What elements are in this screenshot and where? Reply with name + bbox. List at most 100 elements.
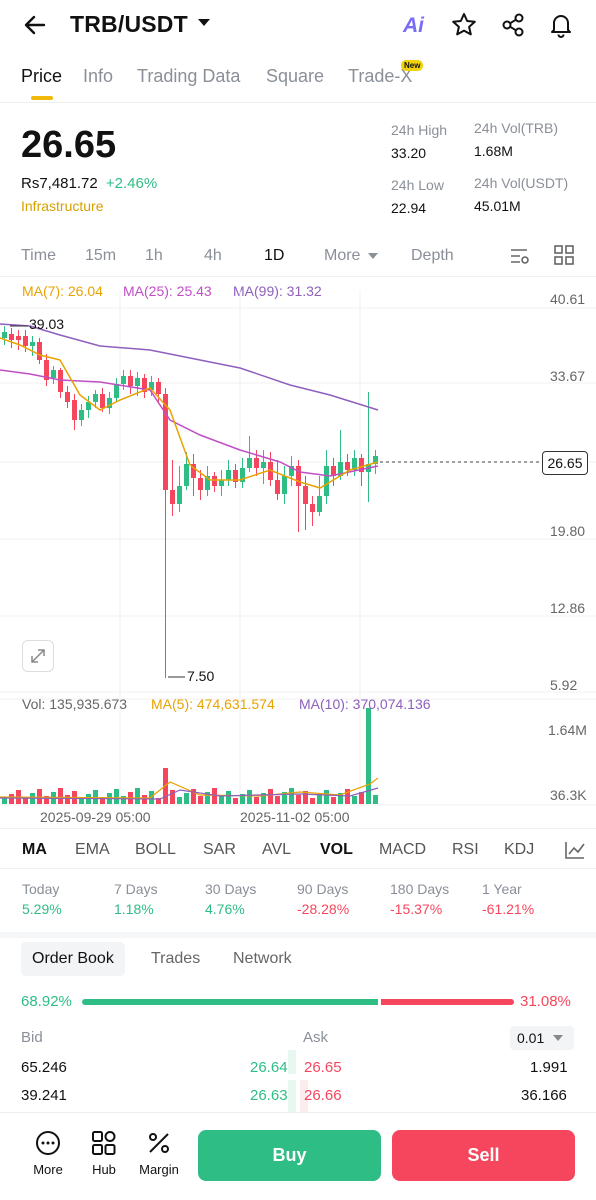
ask-qty[interactable]: 36.166 bbox=[521, 1087, 567, 1104]
bid-ratio-bar bbox=[82, 999, 378, 1005]
tf-1d[interactable]: 1D bbox=[264, 247, 285, 264]
ai-icon[interactable]: Ai bbox=[403, 14, 424, 37]
volume-bar bbox=[23, 797, 28, 804]
candle-body bbox=[107, 398, 112, 408]
candle-body bbox=[65, 392, 70, 402]
candle-body bbox=[198, 478, 203, 490]
ind-ma[interactable]: MA bbox=[22, 841, 47, 858]
ask-qty[interactable]: 1.991 bbox=[530, 1059, 568, 1076]
ask-price[interactable]: 26.66 bbox=[304, 1087, 342, 1104]
candle-body bbox=[93, 394, 98, 402]
tab-trading-data[interactable]: Trading Data bbox=[137, 66, 241, 86]
section-gap bbox=[0, 932, 596, 938]
indicator-settings-icon[interactable] bbox=[509, 245, 531, 267]
candle-body bbox=[331, 466, 336, 476]
volume-bar bbox=[9, 794, 14, 804]
candle-body bbox=[254, 458, 259, 468]
tab-price[interactable]: Price bbox=[21, 66, 63, 86]
tf-more[interactable]: More bbox=[324, 247, 361, 264]
fiat-price: Rs7,481.72 bbox=[21, 175, 98, 192]
divider bbox=[0, 868, 596, 869]
volume-bar bbox=[268, 789, 273, 804]
candle-body bbox=[16, 336, 21, 340]
more-dots-icon bbox=[36, 1131, 60, 1155]
high-label: 24h High bbox=[391, 122, 448, 138]
sector-tag[interactable]: Infrastructure bbox=[21, 198, 104, 214]
volume-bar bbox=[275, 796, 280, 804]
price-chart[interactable] bbox=[0, 290, 596, 820]
ask-ratio-bar bbox=[381, 999, 514, 1005]
ask-percent: 31.08% bbox=[520, 993, 571, 1010]
layout-grid-icon[interactable] bbox=[554, 245, 574, 265]
ind-kdj[interactable]: KDJ bbox=[504, 841, 535, 858]
ind-macd[interactable]: MACD bbox=[379, 841, 427, 858]
axis-price: 33.67 bbox=[550, 368, 586, 384]
candle-body bbox=[100, 394, 105, 408]
volume-bar bbox=[261, 793, 266, 804]
tab-trade-x[interactable]: Trade-X bbox=[348, 66, 413, 86]
perf-value: 4.76% bbox=[205, 901, 245, 917]
ind-ema[interactable]: EMA bbox=[75, 841, 110, 858]
pair-title[interactable]: TRB/USDT bbox=[70, 11, 188, 37]
nav-more[interactable]: More bbox=[23, 1130, 73, 1177]
tab-trades[interactable]: Trades bbox=[151, 950, 201, 967]
volume-bar bbox=[324, 790, 329, 804]
volume-bar bbox=[296, 795, 301, 804]
tf-depth[interactable]: Depth bbox=[411, 247, 454, 264]
candle-body bbox=[142, 378, 147, 392]
ind-vol[interactable]: VOL bbox=[320, 841, 353, 858]
bid-price[interactable]: 26.64 bbox=[250, 1059, 288, 1076]
volume-bar bbox=[317, 794, 322, 804]
back-arrow-icon[interactable] bbox=[22, 12, 48, 38]
volume-bar bbox=[212, 788, 217, 804]
precision-select[interactable]: 0.01 bbox=[510, 1026, 574, 1050]
sell-button[interactable]: Sell bbox=[392, 1130, 575, 1181]
main-tabs: Price Info Trading Data Square Trade-X bbox=[0, 66, 596, 102]
tab-info[interactable]: Info bbox=[83, 66, 114, 86]
expand-chart-button[interactable] bbox=[22, 640, 54, 672]
bid-qty[interactable]: 65.246 bbox=[21, 1059, 67, 1076]
tab-network[interactable]: Network bbox=[233, 950, 292, 967]
header: TRB/USDT Ai bbox=[0, 0, 596, 50]
ask-price[interactable]: 26.65 bbox=[304, 1059, 342, 1076]
candle-body bbox=[135, 378, 140, 386]
share-icon[interactable] bbox=[499, 11, 527, 39]
bell-icon[interactable] bbox=[547, 11, 575, 39]
tf-1h[interactable]: 1h bbox=[145, 247, 163, 264]
candle-body bbox=[212, 476, 217, 486]
bid-qty[interactable]: 39.241 bbox=[21, 1087, 67, 1104]
tf-4h[interactable]: 4h bbox=[204, 247, 222, 264]
tab-square[interactable]: Square bbox=[266, 66, 325, 86]
axis-price: 12.86 bbox=[550, 600, 586, 616]
new-badge: New bbox=[401, 60, 424, 71]
nav-margin[interactable]: Margin bbox=[134, 1130, 184, 1177]
tab-order-book[interactable]: Order Book bbox=[21, 942, 125, 976]
ind-boll[interactable]: BOLL bbox=[135, 841, 176, 858]
ind-sar[interactable]: SAR bbox=[203, 841, 236, 858]
chevron-down-icon[interactable] bbox=[198, 19, 210, 26]
candle-body bbox=[72, 400, 77, 420]
ind-rsi[interactable]: RSI bbox=[452, 841, 479, 858]
vol-ma10-line bbox=[0, 787, 379, 800]
bid-price[interactable]: 26.63 bbox=[250, 1087, 288, 1104]
candle-body bbox=[247, 458, 252, 468]
star-icon[interactable] bbox=[450, 11, 478, 39]
axis-price: 5.92 bbox=[550, 677, 578, 693]
ma7-label: MA(7): 26.04 bbox=[22, 283, 103, 299]
tf-time[interactable]: Time bbox=[21, 247, 56, 264]
divider bbox=[0, 276, 596, 277]
perf-label: Today bbox=[22, 881, 60, 897]
candle-body bbox=[121, 376, 126, 384]
candle-body bbox=[9, 334, 14, 340]
nav-hub[interactable]: Hub bbox=[79, 1130, 129, 1177]
volume-bar bbox=[359, 792, 364, 804]
fiat-price-row: Rs7,481.72 +2.46% bbox=[21, 175, 157, 192]
tf-15m[interactable]: 15m bbox=[85, 247, 117, 264]
ind-avl[interactable]: AVL bbox=[262, 841, 292, 858]
divider bbox=[0, 102, 596, 103]
ma7-line bbox=[0, 337, 379, 489]
vol-label: Vol: 135,935.673 bbox=[22, 696, 128, 712]
volume-bar bbox=[184, 793, 189, 804]
buy-button[interactable]: Buy bbox=[198, 1130, 381, 1181]
chart-tools-icon[interactable] bbox=[564, 840, 586, 860]
